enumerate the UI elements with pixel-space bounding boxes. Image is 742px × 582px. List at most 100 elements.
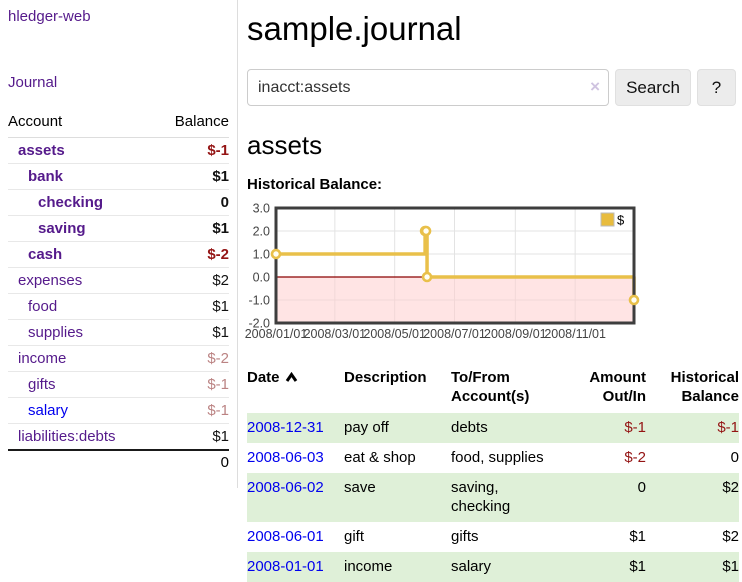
transaction-accounts: food, supplies: [451, 449, 544, 466]
account-row: bank $1: [8, 163, 229, 190]
transaction-date-link[interactable]: 2008-06-01: [247, 528, 324, 545]
register-header-row: Date Description To/From Account(s) Amou…: [247, 366, 739, 413]
transaction-accounts: debts: [451, 419, 488, 436]
transaction-description: pay off: [344, 419, 389, 436]
account-row: cash $-2: [8, 241, 229, 268]
account-row: supplies $1: [8, 319, 229, 346]
account-link[interactable]: cash: [28, 246, 63, 263]
account-link[interactable]: bank: [28, 168, 64, 185]
chart-label: Historical Balance:: [247, 176, 383, 193]
account-row: food $1: [8, 293, 229, 320]
transaction-balance: $2: [722, 528, 739, 545]
accounts-total-row: 0: [8, 449, 229, 474]
svg-text:1.0: 1.0: [253, 248, 270, 262]
transaction-date-link[interactable]: 2008-12-31: [247, 419, 324, 436]
transaction-amount: 0: [637, 479, 646, 496]
transaction-date-link[interactable]: 2008-01-01: [247, 558, 324, 575]
register-row: 2008-06-03 eat & shop food, supplies $-2…: [247, 443, 739, 473]
search-input[interactable]: [247, 69, 609, 106]
svg-text:2008/09/01: 2008/09/01: [484, 327, 547, 341]
account-balance: $-1: [154, 137, 229, 164]
svg-text:2008/11/01: 2008/11/01: [544, 327, 606, 341]
account-balance: $1: [154, 319, 229, 346]
transaction-amount: $1: [629, 528, 646, 545]
account-link[interactable]: gifts: [28, 376, 56, 393]
account-link[interactable]: supplies: [28, 324, 84, 341]
transaction-balance: $-1: [717, 419, 739, 436]
account-balance: 0: [154, 189, 229, 216]
svg-text:-1.0: -1.0: [248, 294, 270, 308]
register-row: 2008-06-02 save saving, checking 0 $2: [247, 473, 739, 522]
register-row: 2008-12-31 pay off debts $-1 $-1: [247, 413, 739, 443]
column-header-accounts: To/From Account(s): [451, 369, 530, 405]
svg-text:2008/03/01: 2008/03/01: [304, 327, 367, 341]
transaction-balance: $2: [722, 479, 739, 496]
clear-search-icon[interactable]: ×: [590, 77, 600, 96]
account-balance: $-2: [154, 241, 229, 268]
svg-text:2008/07/01: 2008/07/01: [423, 327, 486, 341]
account-row: expenses $2: [8, 267, 229, 294]
account-row: liabilities:debts $1: [8, 424, 229, 451]
transaction-accounts: gifts: [451, 528, 479, 545]
help-button[interactable]: ?: [697, 69, 736, 106]
account-row: gifts $-1: [8, 371, 229, 398]
transaction-description: save: [344, 479, 376, 496]
accounts-total-spacer: [8, 449, 155, 474]
accounts-header-balance: Balance: [154, 109, 229, 138]
transaction-balance: $1: [722, 558, 739, 575]
svg-text:2008/05/01: 2008/05/01: [363, 327, 426, 341]
account-link[interactable]: food: [28, 298, 58, 315]
account-balance: $1: [154, 163, 229, 190]
column-header-amount: Amount Out/In: [589, 369, 646, 405]
account-link[interactable]: assets: [18, 142, 65, 159]
register-row: 2008-06-01 gift gifts $1 $2: [247, 522, 739, 552]
account-balance: $-1: [154, 371, 229, 398]
sort-asc-icon: [285, 370, 298, 387]
sidebar: hledger-web Journal Account Balance asse…: [0, 0, 238, 488]
transaction-description: gift: [344, 528, 365, 545]
account-balance: $-1: [154, 397, 229, 424]
account-balance: $1: [154, 293, 229, 320]
search-form: × Search ?: [247, 69, 742, 106]
account-balance: $1: [212, 428, 229, 445]
account-link[interactable]: liabilities:debts: [18, 428, 116, 445]
transaction-amount: $1: [629, 558, 646, 575]
accounts-header-row: Account Balance: [8, 109, 229, 138]
account-balance: $1: [154, 215, 229, 242]
register-table: Date Description To/From Account(s) Amou…: [247, 366, 739, 582]
account-page-title: assets: [247, 130, 323, 160]
account-link[interactable]: expenses: [18, 272, 83, 289]
main-content: sample.journal × Search ? assets Histori…: [245, 0, 742, 582]
account-link[interactable]: checking: [38, 194, 104, 211]
transaction-accounts: salary: [451, 558, 492, 575]
account-link[interactable]: salary: [28, 402, 69, 419]
column-header-balance: Historical Balance: [670, 369, 739, 405]
account-row: assets $-1: [8, 137, 229, 164]
account-balance: $-2: [154, 345, 229, 372]
transaction-amount: $-2: [624, 449, 646, 466]
account-row: saving $1: [8, 215, 229, 242]
transaction-date-link[interactable]: 2008-06-02: [247, 479, 324, 496]
svg-text:$: $: [617, 213, 625, 228]
transaction-description: income: [344, 558, 393, 575]
svg-text:0.0: 0.0: [253, 271, 270, 285]
account-link[interactable]: saving: [38, 220, 86, 237]
account-row: income $-2: [8, 345, 229, 372]
search-button[interactable]: Search: [615, 69, 691, 106]
column-header-date[interactable]: Date: [247, 366, 344, 413]
column-header-description: Description: [344, 369, 427, 386]
account-row: salary $-1: [8, 397, 229, 424]
svg-text:2.0: 2.0: [253, 225, 270, 239]
sidebar-item-journal[interactable]: Journal: [8, 74, 58, 91]
transaction-amount: $-1: [624, 419, 646, 436]
accounts-total-value: 0: [154, 449, 229, 474]
transaction-description: eat & shop: [344, 449, 416, 466]
accounts-balance-table: Account Balance assets $-1 bank $1 check…: [8, 109, 229, 474]
register-row: 2008-01-01 income salary $1 $1: [247, 552, 739, 582]
account-link[interactable]: income: [18, 350, 67, 367]
page-title: sample.journal: [247, 10, 462, 47]
account-balance: $2: [154, 267, 229, 294]
transaction-date-link[interactable]: 2008-06-03: [247, 449, 324, 466]
historical-balance-chart: $3.0 2.0 1.0 0.0 -1.0 -2.0 2008/01/01 2008/03/0…: [245, 201, 742, 343]
app-brand-link[interactable]: hledger-web: [8, 8, 91, 25]
